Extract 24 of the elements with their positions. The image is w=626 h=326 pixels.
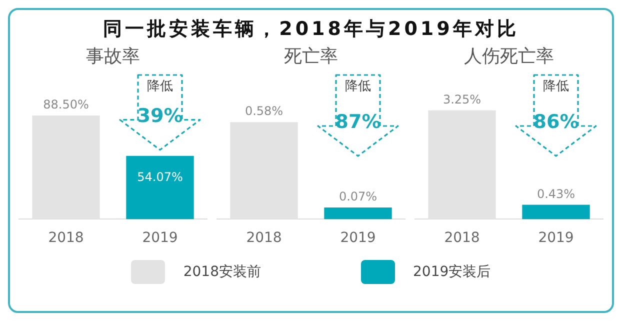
chart-subtitle: 死亡率 xyxy=(283,45,339,69)
data-label: 54.07% xyxy=(137,170,183,184)
legend-label: 2019安装后 xyxy=(413,263,491,281)
data-label: 0.58% xyxy=(244,104,284,118)
text: 降低 xyxy=(344,79,372,95)
legend-label: 2018安装前 xyxy=(183,263,261,281)
text: 降低 xyxy=(146,79,174,95)
text: 降低 xyxy=(542,79,570,95)
data-label: 88.50% xyxy=(43,98,89,112)
data-label: 0.43% xyxy=(536,186,576,201)
data-label: 3.25% xyxy=(442,92,482,106)
x-tick-label: 2018 xyxy=(444,230,480,246)
x-tick-label: 2019 xyxy=(142,230,178,246)
chart-subtitle: 事故率 xyxy=(85,45,141,69)
x-tick-label: 2018 xyxy=(246,230,282,246)
data-label: 0.07% xyxy=(338,190,378,204)
x-tick-label: 2019 xyxy=(340,230,376,246)
annotation: 87% xyxy=(334,111,382,133)
text: 同一批安装车辆，2018年与2019年对比 xyxy=(102,17,520,42)
chart-subtitle: 人伤死亡率 xyxy=(463,45,555,69)
annotation: 39% xyxy=(136,104,184,127)
x-tick-label: 2019 xyxy=(538,230,574,246)
x-tick-label: 2018 xyxy=(48,230,84,246)
annotation: 86% xyxy=(532,111,580,133)
